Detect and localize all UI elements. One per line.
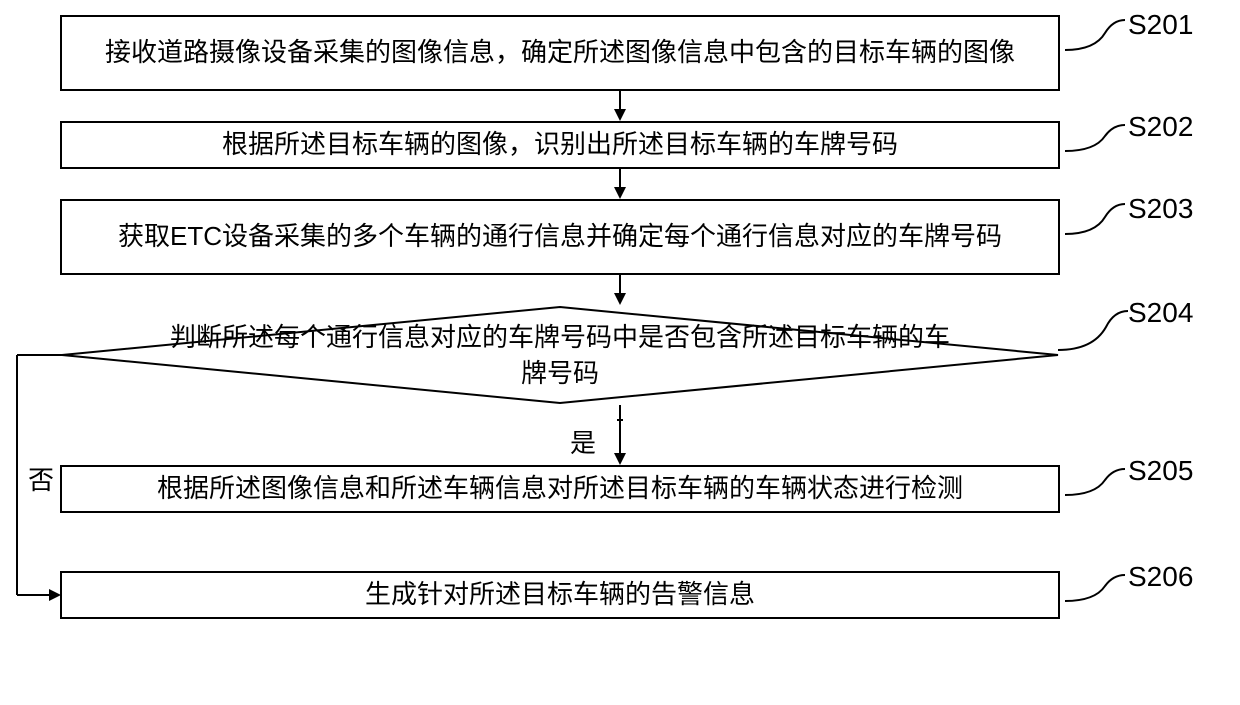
step-s201: 接收道路摄像设备采集的图像信息，确定所述图像信息中包含的目标车辆的图像 <box>60 15 1060 91</box>
step-label-s203: S203 <box>1128 193 1193 225</box>
arrow-s203-s204 <box>120 275 1120 305</box>
arrow-s204-s206-no <box>5 305 125 625</box>
edge-label-no: 否 <box>28 460 54 497</box>
label-curve-s203 <box>1065 199 1125 239</box>
label-curve-s204 <box>1058 305 1128 355</box>
step-s204: 判断所述每个通行信息对应的车牌号码中是否包含所述目标车辆的车牌号码 <box>60 305 1060 405</box>
step-s205: 根据所述图像信息和所述车辆信息对所述目标车辆的车辆状态进行检测 <box>60 465 1060 513</box>
arrow-s202-s203 <box>120 169 1120 199</box>
flowchart-container: 接收道路摄像设备采集的图像信息，确定所述图像信息中包含的目标车辆的图像 S201… <box>60 15 1180 619</box>
label-curve-s202 <box>1065 121 1125 161</box>
step-s203: 获取ETC设备采集的多个车辆的通行信息并确定每个通行信息对应的车牌号码 <box>60 199 1060 275</box>
step-s202: 根据所述目标车辆的图像，识别出所述目标车辆的车牌号码 <box>60 121 1060 169</box>
arrow-s201-s202 <box>120 91 1120 121</box>
step-label-s204: S204 <box>1128 297 1193 329</box>
step-text: 接收道路摄像设备采集的图像信息，确定所述图像信息中包含的目标车辆的图像 <box>105 35 1015 70</box>
step-text: 获取ETC设备采集的多个车辆的通行信息并确定每个通行信息对应的车牌号码 <box>118 219 1002 254</box>
step-text: 判断所述每个通行信息对应的车牌号码中是否包含所述目标车辆的车牌号码 <box>160 319 960 392</box>
step-label-s205: S205 <box>1128 455 1193 487</box>
arrow-s204-s205 <box>120 405 1120 465</box>
label-curve-s205 <box>1065 465 1125 505</box>
step-text: 生成针对所述目标车辆的告警信息 <box>365 577 755 612</box>
step-s206: 生成针对所述目标车辆的告警信息 <box>60 571 1060 619</box>
step-label-s201: S201 <box>1128 9 1193 41</box>
step-label-s206: S206 <box>1128 561 1193 593</box>
step-text: 根据所述目标车辆的图像，识别出所述目标车辆的车牌号码 <box>222 127 898 162</box>
step-label-s202: S202 <box>1128 111 1193 143</box>
edge-label-yes: 是 <box>570 423 596 460</box>
label-curve-s201 <box>1065 15 1125 55</box>
label-curve-s206 <box>1065 571 1125 611</box>
step-text: 根据所述图像信息和所述车辆信息对所述目标车辆的车辆状态进行检测 <box>157 471 963 506</box>
